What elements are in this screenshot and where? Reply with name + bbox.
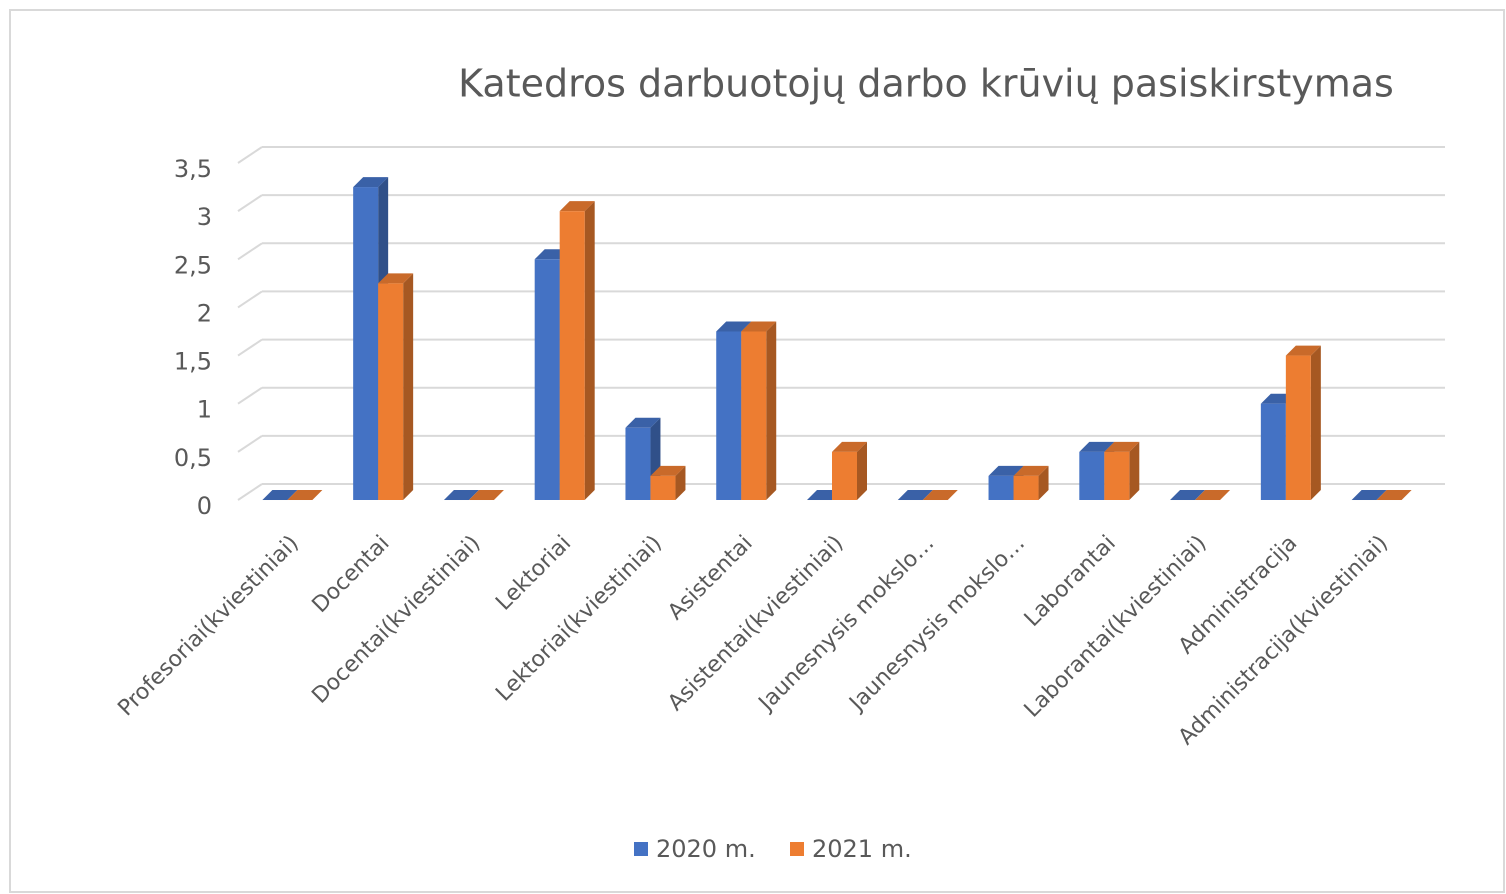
y-tick-label: 2,5 (174, 251, 212, 279)
legend-label: 2021 m. (812, 835, 912, 863)
bar-side (403, 273, 414, 500)
bar-side (1310, 345, 1321, 500)
bar (378, 283, 404, 500)
bar-side (766, 321, 777, 500)
bar-top (353, 177, 389, 188)
bar-top (262, 490, 298, 500)
bar (534, 259, 560, 500)
bar (1285, 355, 1311, 500)
bar-top (897, 490, 933, 500)
bar-side (857, 441, 867, 500)
bar-top (287, 490, 323, 500)
bar (1260, 403, 1286, 500)
bar-top (625, 417, 661, 428)
grid-line (237, 242, 263, 261)
bar-side (1038, 465, 1049, 500)
bar-top (1195, 490, 1231, 500)
grid-line (237, 146, 263, 164)
y-tick-label: 1 (197, 396, 212, 424)
bar (716, 331, 742, 500)
bar-side (584, 201, 595, 500)
legend-swatch (634, 842, 648, 856)
bar (1079, 451, 1105, 500)
bar-top (468, 490, 504, 500)
bar (741, 331, 767, 500)
y-tick-label: 0,5 (174, 444, 212, 472)
bar-top (716, 321, 752, 332)
bar-top (1079, 441, 1115, 452)
bar-top (988, 465, 1024, 476)
bar-side (675, 465, 686, 500)
bar-top (922, 490, 958, 500)
bar-top (1104, 441, 1140, 452)
bar-top (1351, 490, 1387, 500)
bar-side (1129, 441, 1140, 500)
bar (353, 187, 379, 501)
grid-line (237, 386, 263, 405)
bar (559, 211, 585, 500)
bar-top (650, 465, 686, 476)
bar (650, 475, 676, 500)
grid-line (237, 290, 263, 309)
grid-line (237, 435, 263, 453)
grid-line (237, 338, 263, 357)
bar (1104, 451, 1130, 500)
bar (1013, 475, 1039, 500)
bar-top (1285, 345, 1321, 356)
y-tick-label: 1,5 (174, 348, 212, 376)
bar (988, 475, 1014, 500)
chart-title: Katedros darbuotojų darbo krūvių pasiski… (458, 62, 1394, 106)
bar-top (378, 273, 414, 284)
y-tick-label: 2 (197, 299, 212, 327)
bar-top (1376, 490, 1412, 500)
grid-line (237, 483, 263, 501)
bar-top (741, 321, 777, 332)
y-tick-label: 3 (197, 203, 212, 231)
y-tick-label: 3,5 (174, 155, 212, 183)
bar-top (1170, 490, 1206, 500)
legend-swatch (790, 842, 804, 856)
bar (625, 427, 651, 500)
bar (832, 451, 857, 500)
bar-top (559, 201, 595, 212)
bar-top (443, 490, 479, 500)
grid-line (237, 194, 263, 212)
bar-top (832, 441, 867, 452)
bar-top (1013, 465, 1049, 476)
y-tick-label: 0 (197, 492, 212, 520)
legend-label: 2020 m. (656, 835, 756, 863)
